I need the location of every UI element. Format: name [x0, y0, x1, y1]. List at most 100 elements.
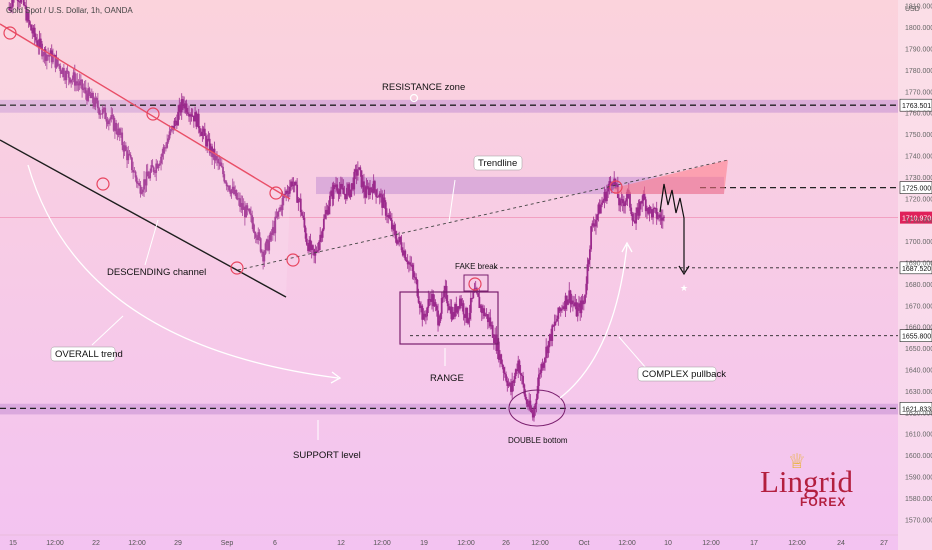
- candle-body: [70, 79, 73, 83]
- candle-body: [35, 37, 37, 41]
- candle-body: [609, 181, 612, 183]
- candle-body: [582, 302, 585, 305]
- candle-body: [274, 216, 277, 234]
- touch-circle: [609, 180, 623, 194]
- candle-body: [502, 367, 505, 373]
- level-band: [0, 99, 898, 113]
- candle-body: [468, 312, 471, 320]
- candle-body: [143, 179, 145, 190]
- candle-body: [83, 87, 86, 90]
- candle-body: [460, 298, 463, 306]
- candle-body: [195, 112, 198, 127]
- candle-body: [562, 306, 565, 309]
- candle-body: [346, 187, 348, 199]
- candle-body: [214, 155, 217, 161]
- time-tick-label: 12:00: [128, 540, 146, 547]
- candle-body: [542, 362, 545, 368]
- candle-body: [169, 129, 172, 132]
- candle-body: [305, 238, 308, 245]
- candle-body: [527, 404, 529, 407]
- candle-body: [200, 132, 203, 136]
- candle-body: [254, 233, 257, 238]
- candle-body: [640, 201, 642, 204]
- candle-body: [26, 12, 29, 21]
- candle-body: [501, 363, 504, 368]
- time-tick-label: 27: [880, 540, 888, 547]
- candle-body: [586, 264, 589, 284]
- candle-body: [559, 308, 562, 312]
- level-price-tag: [899, 98, 932, 112]
- candle-body: [173, 120, 176, 131]
- candle-body: [11, 0, 14, 7]
- candle-body: [360, 170, 363, 188]
- candle-body: [406, 261, 409, 265]
- candle-body: [479, 305, 482, 309]
- candle-body: [303, 217, 306, 228]
- candle-body: [471, 297, 473, 299]
- candle-body: [499, 354, 501, 360]
- candle-body: [312, 245, 314, 250]
- candle-body: [415, 277, 418, 280]
- candle-body: [117, 128, 120, 135]
- candle-body: [167, 138, 170, 142]
- candle-body: [643, 193, 646, 200]
- candle-body: [115, 122, 118, 132]
- candle-body: [86, 93, 88, 101]
- candle-body: [65, 70, 68, 81]
- candle-body: [27, 12, 30, 22]
- candle-body: [268, 240, 271, 251]
- candle-body: [75, 81, 77, 86]
- candle-body: [310, 245, 313, 251]
- candle-body: [223, 174, 226, 182]
- candle-body: [644, 199, 647, 212]
- candle-body: [401, 250, 404, 256]
- candle-body: [446, 301, 449, 307]
- candle-body: [299, 198, 302, 213]
- candle-body: [599, 204, 602, 214]
- candle-body: [545, 346, 548, 358]
- candle-body: [73, 72, 76, 86]
- candle-body: [623, 203, 625, 207]
- candle-body: [33, 27, 36, 38]
- candle-body: [465, 307, 467, 318]
- candle-body: [302, 215, 305, 218]
- candle-body: [87, 88, 90, 101]
- candle-body: [474, 288, 477, 290]
- candle-body: [563, 306, 566, 310]
- candle-body: [387, 214, 390, 217]
- candle-body: [488, 317, 490, 323]
- candle-body: [647, 208, 650, 214]
- candle-body: [154, 172, 156, 174]
- candle-body: [42, 55, 45, 57]
- candle-body: [457, 306, 460, 309]
- candle-body: [631, 214, 634, 221]
- candle-body: [107, 120, 110, 125]
- candle-body: [440, 298, 443, 314]
- candle-body: [435, 305, 438, 311]
- touch-circle: [96, 177, 110, 191]
- candle-body: [168, 131, 171, 139]
- candle-body: [380, 193, 382, 195]
- candle-body: [553, 321, 556, 327]
- channel-upper-line: [0, 23, 291, 200]
- candle-body: [251, 215, 254, 224]
- candle-body: [443, 290, 446, 298]
- channel-fill: [0, 24, 290, 297]
- candle-body: [480, 305, 483, 314]
- touch-circle: [230, 261, 244, 275]
- candle-body: [550, 334, 552, 341]
- callout-connector: [144, 219, 159, 266]
- candle-body: [104, 107, 107, 119]
- candle-body: [47, 55, 49, 57]
- candle-body: [134, 171, 137, 178]
- touch-circle: [269, 186, 283, 200]
- candle-body: [608, 181, 611, 187]
- candle-body: [581, 300, 584, 305]
- time-tick-label: 12:00: [702, 540, 720, 547]
- candle-body: [239, 198, 241, 207]
- candle-body: [614, 178, 617, 186]
- touch-circle: [3, 26, 17, 40]
- candle-body: [247, 209, 250, 211]
- candle-body: [655, 208, 658, 219]
